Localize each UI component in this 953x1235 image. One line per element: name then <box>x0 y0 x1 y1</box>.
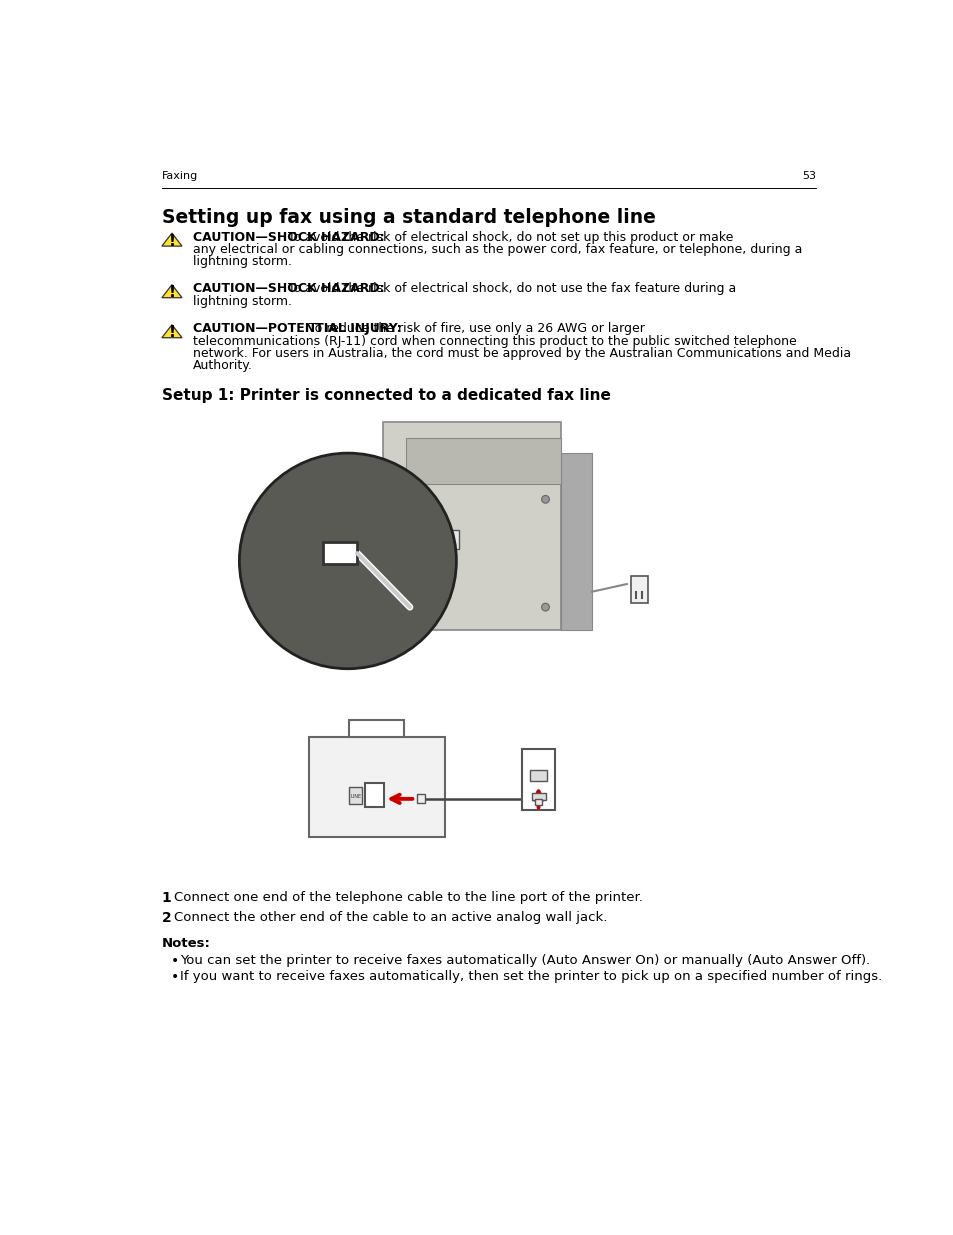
Bar <box>630 577 647 603</box>
Bar <box>365 783 384 806</box>
Text: You can set the printer to receive faxes automatically (Auto Answer On) or manua: You can set the printer to receive faxes… <box>180 955 870 967</box>
Text: LINE: LINE <box>350 794 361 799</box>
Bar <box>349 787 361 804</box>
Text: CAUTION—POTENTIAL INJURY:: CAUTION—POTENTIAL INJURY: <box>193 322 401 335</box>
Polygon shape <box>162 325 182 337</box>
Text: Connect one end of the telephone cable to the line port of the printer.: Connect one end of the telephone cable t… <box>174 892 642 904</box>
Text: 2: 2 <box>162 911 172 925</box>
Text: lightning storm.: lightning storm. <box>193 294 292 308</box>
Circle shape <box>541 603 549 611</box>
Bar <box>521 748 555 810</box>
Bar <box>530 771 546 782</box>
Polygon shape <box>162 285 182 298</box>
Bar <box>444 530 458 550</box>
Text: !: ! <box>169 233 175 248</box>
Text: CAUTION—SHOCK HAZARD:: CAUTION—SHOCK HAZARD: <box>193 282 384 295</box>
Bar <box>534 799 542 805</box>
FancyBboxPatch shape <box>309 737 444 837</box>
Text: network. For users in Australia, the cord must be approved by the Australian Com: network. For users in Australia, the cor… <box>193 347 850 359</box>
Circle shape <box>394 603 402 611</box>
Text: Notes:: Notes: <box>162 937 211 951</box>
Text: Authority.: Authority. <box>193 359 253 372</box>
Text: Faxing: Faxing <box>162 172 198 182</box>
Text: !: ! <box>169 325 175 340</box>
Text: telecommunications (RJ-11) cord when connecting this product to the public switc: telecommunications (RJ-11) cord when con… <box>193 335 796 347</box>
Text: To avoid the risk of electrical shock, do not set up this product or make: To avoid the risk of electrical shock, d… <box>284 231 733 243</box>
Circle shape <box>394 495 402 503</box>
Circle shape <box>541 495 549 503</box>
Polygon shape <box>162 233 182 246</box>
Text: 53: 53 <box>801 172 815 182</box>
Text: Setting up fax using a standard telephone line: Setting up fax using a standard telephon… <box>162 209 655 227</box>
Text: To avoid the risk of electrical shock, do not use the fax feature during a: To avoid the risk of electrical shock, d… <box>284 282 736 295</box>
Text: any electrical or cabling connections, such as the power cord, fax feature, or t: any electrical or cabling connections, s… <box>193 243 801 256</box>
Text: 1: 1 <box>162 892 172 905</box>
Text: •: • <box>171 969 179 984</box>
Circle shape <box>239 453 456 668</box>
Text: •: • <box>171 955 179 968</box>
Bar <box>560 453 592 630</box>
Text: If you want to receive faxes automatically, then set the printer to pick up on a: If you want to receive faxes automatical… <box>180 969 882 983</box>
Bar <box>406 437 560 484</box>
Text: To reduce the risk of fire, use only a 26 AWG or larger: To reduce the risk of fire, use only a 2… <box>305 322 644 335</box>
Bar <box>416 794 424 804</box>
Bar <box>531 793 545 800</box>
Text: !: ! <box>169 285 175 300</box>
Bar <box>349 720 403 737</box>
Text: lightning storm.: lightning storm. <box>193 256 292 268</box>
FancyBboxPatch shape <box>382 422 560 630</box>
Text: CAUTION—SHOCK HAZARD:: CAUTION—SHOCK HAZARD: <box>193 231 384 243</box>
Text: Connect the other end of the cable to an active analog wall jack.: Connect the other end of the cable to an… <box>174 911 607 924</box>
Bar <box>323 542 356 564</box>
Text: Setup 1: Printer is connected to a dedicated fax line: Setup 1: Printer is connected to a dedic… <box>162 388 610 403</box>
